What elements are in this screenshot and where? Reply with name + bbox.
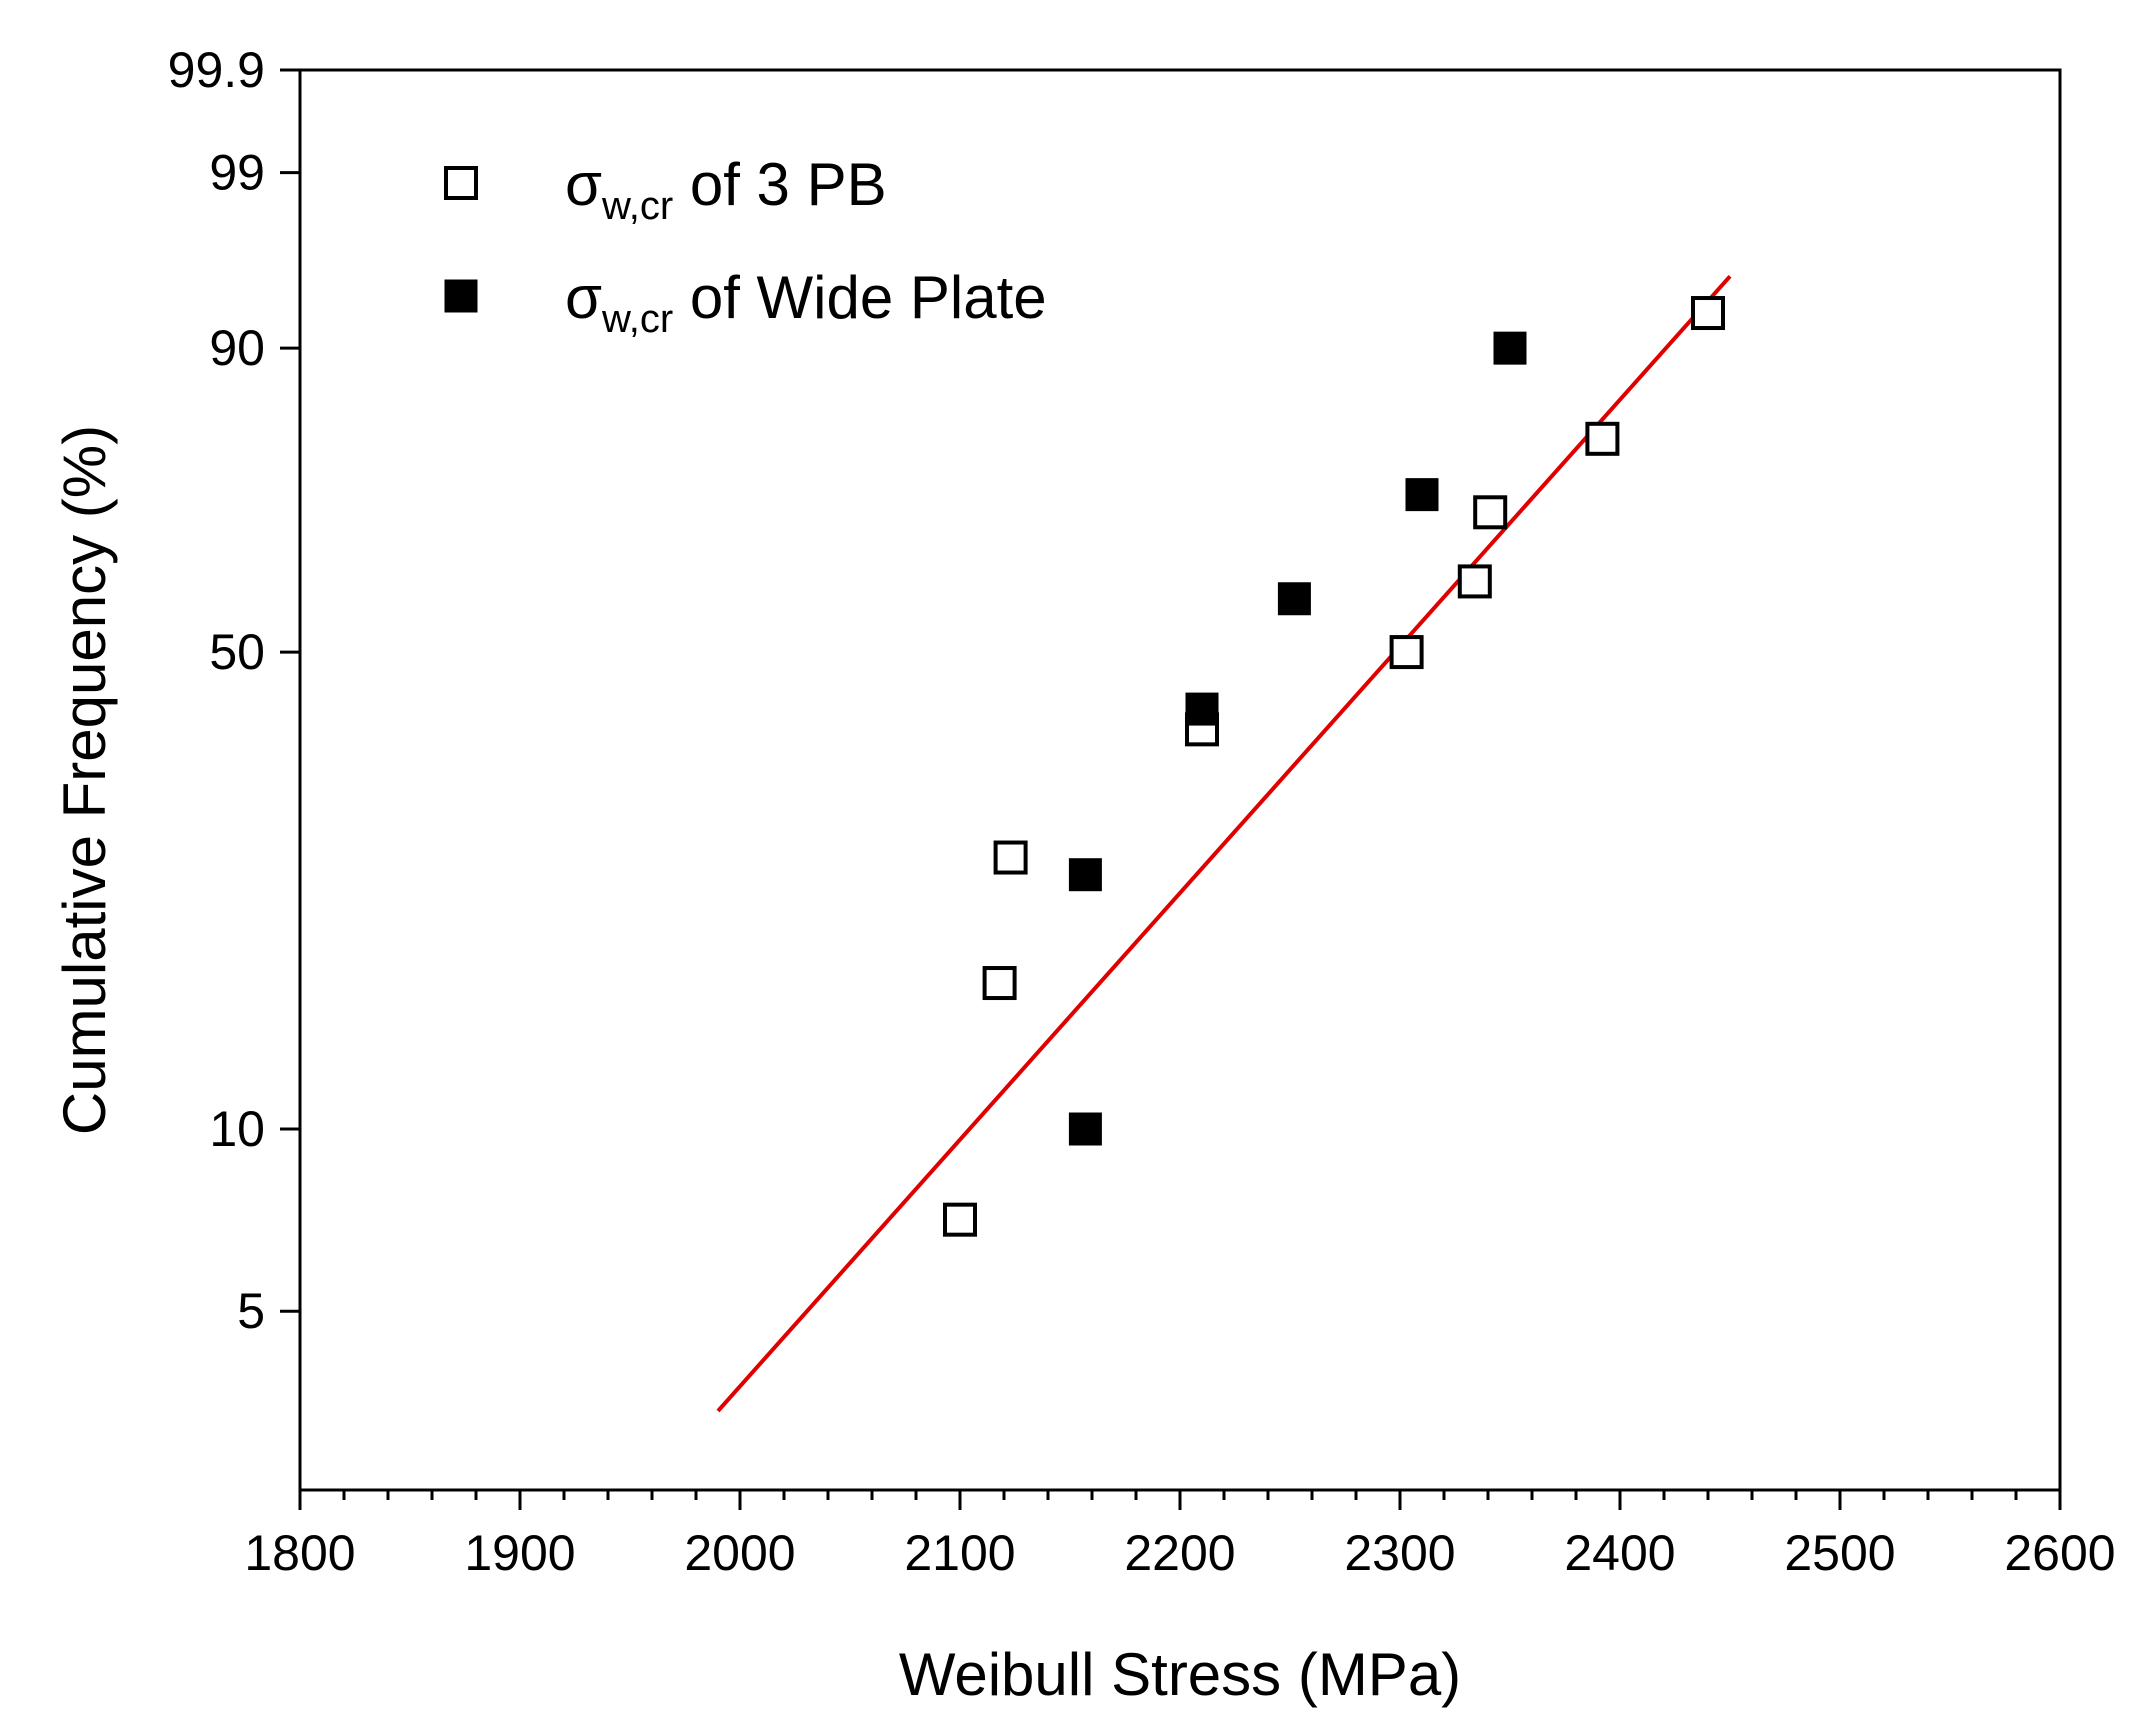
three-pb-point [943,1202,977,1237]
y-axis: 5 10 50 90 99 99.9 [168,42,300,1339]
x-axis-title: Weibull Stress (MPa) [899,1641,1461,1708]
three-pb-point [1389,635,1424,670]
x-tick-label: 2200 [1124,1525,1235,1581]
x-tick-label: 1800 [244,1525,355,1581]
three-pb-point [1473,495,1508,530]
wide-plate-point [1185,692,1219,726]
y-tick-label: 99.9 [168,42,265,98]
three-pb-point [1691,296,1725,331]
wide-plate-point [1068,1112,1102,1146]
y-tick-label: 10 [209,1101,265,1157]
legend-label-wide-plate: σw,cr of Wide Plate [565,264,1047,341]
plot-area-frame [298,68,2062,1492]
legend-marker-3pb [444,166,478,200]
y-tick-label: 99 [209,145,265,201]
x-tick-label: 2500 [1784,1525,1895,1581]
x-tick-label: 2100 [904,1525,1015,1581]
fit-line [716,275,1732,1413]
three-pb-point [1585,421,1620,456]
three-pb-point [982,966,1017,1001]
three-pb-point [1457,564,1492,599]
fit-line-layer [716,275,1732,1413]
x-tick-label: 2000 [684,1525,795,1581]
three-pb-point [993,840,1028,875]
x-tick-label: 2300 [1344,1525,1455,1581]
y-axis-title: Cumulative Frequency (%) [51,425,118,1135]
x-tick-label: 1900 [464,1525,575,1581]
wide-plate-point [1277,582,1311,616]
legend-marker-wide-plate [444,279,478,313]
y-tick-label: 5 [237,1283,265,1339]
wide-plate-point [1493,331,1527,365]
data-points-layer [943,296,1725,1237]
x-tick-label: 2400 [1564,1525,1675,1581]
wide-plate-point [1405,478,1439,512]
x-axis: 1800 1900 2000 2100 2200 2300 2400 2500 2600 [244,1490,2116,1581]
legend: σw,cr of 3 PB σw,cr of Wide Plate [444,151,1047,341]
y-tick-label: 90 [209,320,265,376]
legend-label-3pb: σw,cr of 3 PB [565,151,887,228]
y-tick-label: 50 [209,624,265,680]
wide-plate-point [1068,858,1102,892]
x-tick-label: 2600 [2004,1525,2115,1581]
